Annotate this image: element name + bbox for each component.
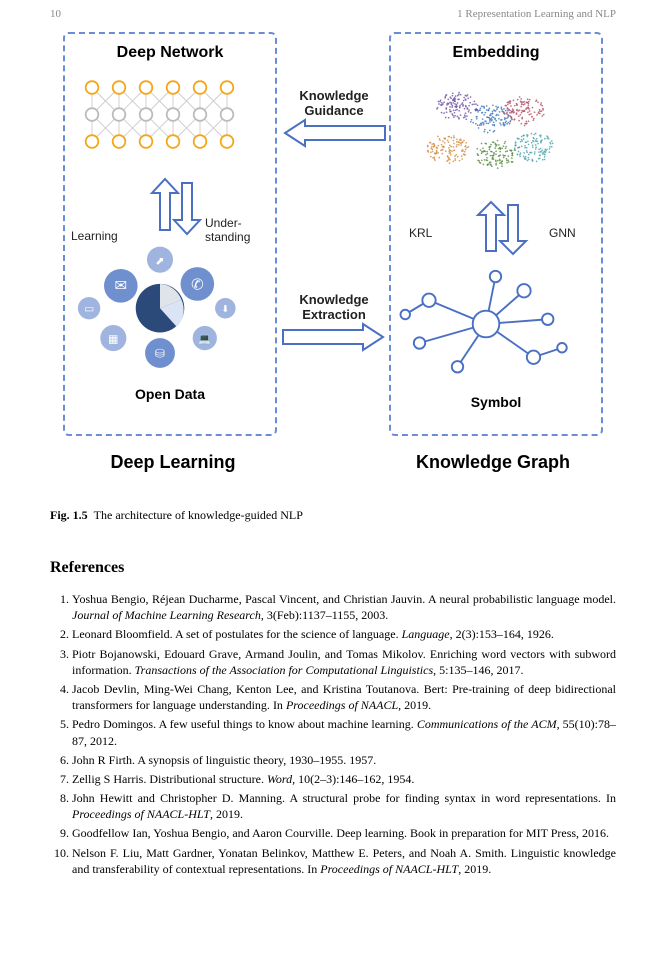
reference-item: Jacob Devlin, Ming-Wei Chang, Kenton Lee…: [72, 681, 616, 713]
ref-authors: Zellig S Harris.: [72, 772, 146, 786]
page-number: 10: [50, 8, 61, 20]
ref-venue: Transactions of the Association for Comp…: [135, 663, 433, 677]
reference-item: Goodfellow Ian, Yoshua Bengio, and Aaron…: [72, 825, 616, 841]
panel-deep-learning: Deep Network: [63, 32, 277, 436]
arrow-label-ke1: Knowledge: [299, 292, 368, 307]
label-knowledge-graph: Knowledge Graph: [383, 452, 603, 473]
ref-authors: Yoshua Bengio, Réjean Ducharme, Pascal V…: [72, 592, 425, 606]
ref-title: Distributional structure.: [149, 772, 264, 786]
neural-network-icon: [65, 74, 245, 164]
ref-title: A set of postulates for the science of l…: [175, 627, 399, 641]
ref-proc: Proceedings of NAACL: [286, 698, 398, 712]
ref-authors: Nelson F. Liu, Matt Gardner, Yonatan Bel…: [72, 846, 507, 860]
ref-authors: Leonard Bloomfield.: [72, 627, 173, 641]
ref-title: A neural probabilistic language model.: [428, 592, 616, 606]
reference-item: Pedro Domingos. A few useful things to k…: [72, 716, 616, 748]
ref-loc: , 5:135–146, 2017.: [433, 663, 523, 677]
ref-loc: , 2019.: [210, 807, 243, 821]
svg-text:⛁: ⛁: [155, 347, 165, 361]
up-down-arrows-left-icon: [130, 175, 210, 237]
ref-authors: Jacob Devlin, Ming-Wei Chang, Kenton Lee…: [72, 682, 419, 696]
figure: Deep Network: [63, 32, 603, 502]
ref-loc: , 2019.: [398, 698, 431, 712]
ref-authors: Goodfellow Ian, Yoshua Bengio, and Aaron…: [72, 826, 333, 840]
open-data-icon: ✉ ✆ ⬈ ▭ ▦ ⛁ 💻 ⬇: [65, 241, 255, 381]
panel-title-embedding: Embedding: [391, 44, 601, 62]
label-krl: KRL: [409, 226, 432, 240]
svg-text:▦: ▦: [108, 334, 119, 346]
ref-loc: , 3(Feb):1137–1155, 2003.: [261, 608, 388, 622]
references-list: Yoshua Bengio, Réjean Ducharme, Pascal V…: [50, 591, 616, 877]
up-down-arrows-right-icon: [456, 199, 536, 257]
references-heading: References: [50, 559, 616, 577]
ref-loc: , 10(2–3):146–162, 1954.: [292, 772, 414, 786]
ref-title: A few useful things to know about machin…: [159, 717, 414, 731]
svg-text:⬇: ⬇: [221, 305, 229, 315]
arrow-label-kg1: Knowledge: [299, 88, 368, 103]
reference-item: Piotr Bojanowski, Edouard Grave, Armand …: [72, 646, 616, 678]
symbol-graph-icon: [391, 259, 581, 389]
panel-title-deep-network: Deep Network: [65, 44, 275, 62]
ref-authors: John R Firth.: [72, 753, 135, 767]
reference-item: Yoshua Bengio, Réjean Ducharme, Pascal V…: [72, 591, 616, 623]
reference-item: Leonard Bloomfield. A set of postulates …: [72, 626, 616, 642]
svg-text:💻: 💻: [198, 334, 211, 345]
reference-item: John R Firth. A synopsis of linguistic t…: [72, 752, 616, 768]
arrow-label-ke2: Extraction: [302, 307, 366, 322]
panel-title-open-data: Open Data: [65, 386, 275, 402]
ref-authors: John Hewitt and Christopher D. Manning.: [72, 791, 285, 805]
svg-text:▭: ▭: [84, 304, 94, 315]
ref-authors: Piotr Bojanowski, Edouard Grave, Armand …: [72, 647, 426, 661]
ref-authors: Pedro Domingos.: [72, 717, 156, 731]
ref-loc: , 2019.: [458, 862, 491, 876]
arrow-knowledge-guidance: Knowledge Guidance: [281, 88, 387, 148]
caption-text: The architecture of knowledge-guided NLP: [94, 508, 303, 522]
ref-venue: Word: [267, 772, 292, 786]
caption-label: Fig. 1.5: [50, 508, 88, 522]
arrow-left-icon: [281, 118, 387, 148]
embedding-scatter-icon: [391, 70, 581, 190]
svg-text:✉: ✉: [115, 278, 128, 294]
ref-venue: Communications of the ACM: [417, 717, 557, 731]
label-gnn: GNN: [549, 226, 576, 240]
panel-title-symbol: Symbol: [391, 394, 601, 410]
chapter-title: 1 Representation Learning and NLP: [457, 8, 616, 20]
ref-proc: Proceedings of NAACL-HLT: [320, 862, 458, 876]
ref-proc: Proceedings of NAACL-HLT: [72, 807, 210, 821]
svg-text:✆: ✆: [191, 278, 204, 294]
ref-loc: , 2(3):153–164, 1926.: [450, 627, 554, 641]
page: 10 1 Representation Learning and NLP Dee…: [0, 0, 666, 910]
arrow-right-icon: [281, 322, 387, 352]
panel-knowledge-graph: Embedding KRL GNN: [389, 32, 603, 436]
ref-venue: Language: [402, 627, 450, 641]
arrow-knowledge-extraction: Knowledge Extraction: [281, 292, 387, 352]
svg-text:⬈: ⬈: [155, 255, 164, 267]
arrow-label-kg2: Guidance: [304, 103, 363, 118]
figure-wrap: Deep Network: [50, 32, 616, 502]
ref-title: Deep learning. Book in preparation for M…: [336, 826, 609, 840]
reference-item: John Hewitt and Christopher D. Manning. …: [72, 790, 616, 822]
page-header: 10 1 Representation Learning and NLP: [50, 0, 616, 32]
figure-caption: Fig. 1.5 The architecture of knowledge-g…: [50, 508, 616, 523]
label-understanding1: Under-: [205, 216, 242, 230]
ref-title: A structural probe for finding syntax in…: [290, 791, 601, 805]
reference-item: Zellig S Harris. Distributional structur…: [72, 771, 616, 787]
ref-venue: Journal of Machine Learning Research: [72, 608, 261, 622]
reference-item: Nelson F. Liu, Matt Gardner, Yonatan Bel…: [72, 845, 616, 877]
label-deep-learning: Deep Learning: [73, 452, 273, 473]
ref-title: A synopsis of linguistic theory, 1930–19…: [137, 753, 376, 767]
